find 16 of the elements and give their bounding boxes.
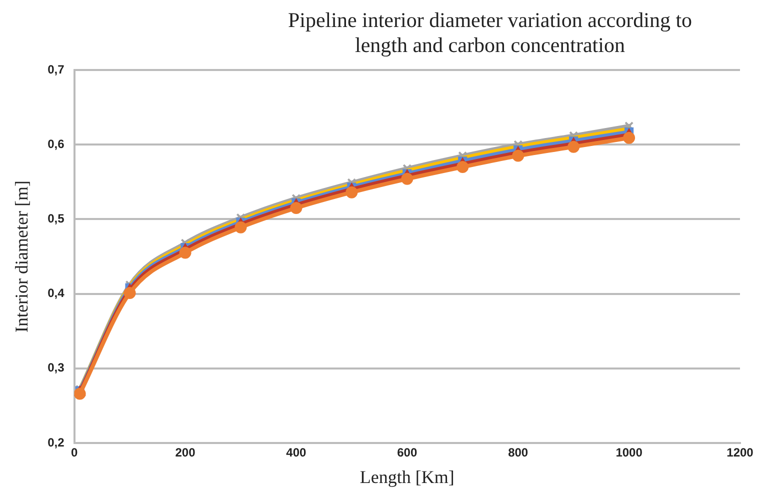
- x-tick-label: 200: [175, 446, 196, 460]
- y-tick-label: 0,2: [48, 435, 65, 450]
- x-tick-label: 1000: [616, 446, 643, 460]
- x-tick-label: 1200: [726, 446, 754, 460]
- x-tick-label: 800: [508, 446, 528, 460]
- chart-title: Pipeline interior diameter variation according to length and carbon concentration: [286, 8, 694, 58]
- x-tick-label: 0: [70, 446, 78, 460]
- x-tick-label: 400: [286, 446, 307, 460]
- x-axis-title: Length [Km]: [360, 466, 454, 487]
- y-tick-label: 0,4: [48, 286, 65, 300]
- y-tick-label: 0,5: [48, 212, 65, 226]
- x-tick-label: 600: [397, 446, 418, 460]
- y-tick-label: 0,7: [48, 62, 65, 76]
- y-tick-label: 0,3: [48, 360, 65, 375]
- y-tick-label: 0,6: [48, 136, 65, 151]
- y-axis-title: Interior diameter [m]: [12, 180, 32, 332]
